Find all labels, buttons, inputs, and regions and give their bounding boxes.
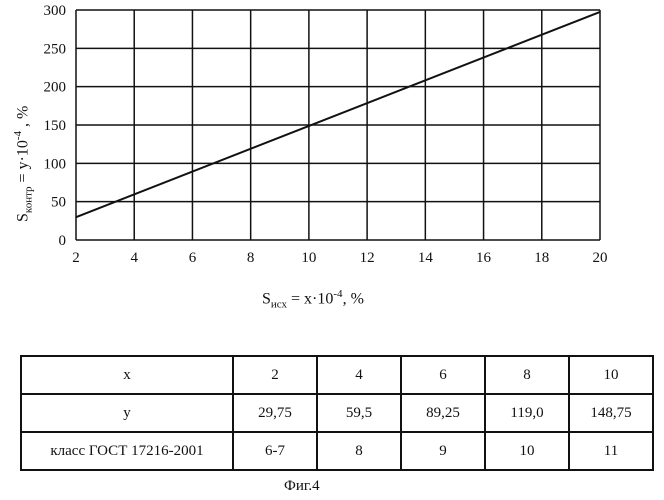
row-header: x xyxy=(21,356,233,394)
y-tick-label: 300 xyxy=(44,3,67,19)
row-header: y xyxy=(21,394,233,432)
y-tick-labels: 0 50 100 150 200 250 300 xyxy=(44,3,67,249)
y-tick-label: 200 xyxy=(44,80,67,96)
x-tick-label: 14 xyxy=(418,250,434,266)
table-cell: 119,0 xyxy=(485,394,569,432)
x-tick-label: 16 xyxy=(476,250,492,266)
x-tick-label: 10 xyxy=(301,250,316,266)
x-tick-label: 2 xyxy=(72,250,80,266)
table-row: x246810 xyxy=(21,356,653,394)
table-cell: 8 xyxy=(485,356,569,394)
table-cell: 6-7 xyxy=(233,432,317,470)
table-cell: 10 xyxy=(485,432,569,470)
y-tick-label: 100 xyxy=(44,156,67,172)
y-tick-label: 150 xyxy=(44,118,67,134)
table-cell: 29,75 xyxy=(233,394,317,432)
y-axis-label: Sконтр = y·10-4 , % xyxy=(12,106,35,222)
table-cell: 11 xyxy=(569,432,653,470)
table-row: y29,7559,589,25119,0148,75 xyxy=(21,394,653,432)
table-cell: 10 xyxy=(569,356,653,394)
table-cell: 59,5 xyxy=(317,394,401,432)
table-cell: 148,75 xyxy=(569,394,653,432)
table-cell: 2 xyxy=(233,356,317,394)
table-cell: 6 xyxy=(401,356,485,394)
x-tick-label: 6 xyxy=(189,250,197,266)
y-tick-label: 250 xyxy=(44,41,67,57)
x-tick-label: 20 xyxy=(593,250,608,266)
x-tick-label: 8 xyxy=(247,250,255,266)
x-axis-label: Sисх = x·10-4, % xyxy=(262,288,364,311)
table-cell: 89,25 xyxy=(401,394,485,432)
series-lines xyxy=(76,12,600,217)
x-tick-labels: 2 4 6 8 10 12 14 16 18 20 xyxy=(72,250,607,266)
data-table: x246810y29,7559,589,25119,0148,75класс Г… xyxy=(20,355,654,471)
figure-caption: Фиг.4 xyxy=(284,478,320,495)
table-cell: 9 xyxy=(401,432,485,470)
x-tick-label: 4 xyxy=(130,250,138,266)
table-cell: 4 xyxy=(317,356,401,394)
line-chart: 0 50 100 150 200 250 300 2 4 6 8 10 12 14 16 18 20 xyxy=(0,0,664,290)
x-tick-label: 18 xyxy=(534,250,549,266)
chart-grid xyxy=(76,10,600,240)
x-tick-label: 12 xyxy=(360,250,375,266)
y-tick-label: 0 xyxy=(59,233,67,249)
row-header: класс ГОСТ 17216-2001 xyxy=(21,432,233,470)
table-cell: 8 xyxy=(317,432,401,470)
table-row: класс ГОСТ 17216-20016-7891011 xyxy=(21,432,653,470)
y-tick-label: 50 xyxy=(51,195,66,211)
series-line xyxy=(76,12,600,217)
